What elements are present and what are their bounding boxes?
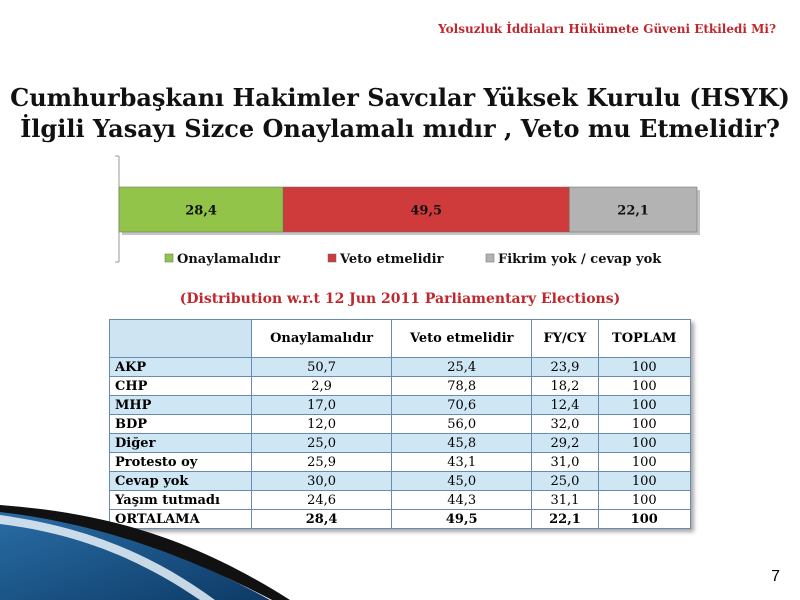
value-cell: 100: [597, 490, 691, 510]
main-title-line1: Cumhurbaşkanı Hakimler Savcılar Yüksek K…: [10, 83, 790, 112]
party-name-cell: Yaşım tutmadı: [108, 490, 253, 510]
bar-segment-1: [118, 186, 284, 233]
value-cell: 50,7: [251, 357, 393, 377]
value-cell: 100: [597, 376, 691, 396]
slide-header-title: Yolsuzluk İddiaları Hükümete Güveni Etki…: [438, 22, 776, 36]
header-cell-fycy: FY/CY: [531, 319, 599, 358]
table-row: Yaşım tutmadı 24,6 44,3 31,1 100: [108, 490, 691, 510]
value-cell: 43,1: [391, 452, 533, 472]
value-cell: 12,0: [251, 414, 393, 434]
bar-segment-3: [569, 186, 698, 233]
legend-label: Fikrim yok / cevap yok: [498, 252, 662, 267]
value-cell: 100: [597, 395, 691, 415]
legend-label: Veto etmelidir: [339, 252, 444, 267]
table-row: Diğer 25,0 45,8 29,2 100: [108, 433, 691, 453]
value-cell: 30,0: [251, 471, 393, 491]
table-subtitle: (Distribution w.r.t 12 Jun 2011 Parliame…: [179, 291, 621, 307]
header-cell-veto: Veto etmelidir: [391, 319, 533, 358]
page-number: 7: [771, 568, 780, 585]
value-cell: 22,1: [531, 509, 599, 529]
value-cell: 100: [597, 357, 691, 377]
main-title-line2: İlgili Yasayı Sizce Onaylamalı mıdır , V…: [20, 114, 780, 143]
stacked-bar-chart: 28,4 49,5 22,1 Onaylamalıdır Veto etmelidir F…: [115, 155, 700, 267]
header-cell-corner: [108, 319, 253, 358]
value-cell: 100: [597, 433, 691, 453]
legend-swatch: [164, 253, 174, 263]
bar-segment-2: [282, 186, 570, 233]
party-name-cell: Protesto oy: [108, 452, 253, 472]
party-name-cell: AKP: [108, 357, 253, 377]
table-row: BDP 12,0 56,0 32,0 100: [108, 414, 691, 434]
table-row: ORTALAMA 28,4 49,5 22,1 100: [108, 509, 691, 529]
table-row: Protesto oy 25,9 43,1 31,0 100: [108, 452, 691, 472]
value-cell: 23,9: [531, 357, 599, 377]
value-cell: 28,4: [251, 509, 393, 529]
bar-data-label: 49,5: [410, 204, 442, 219]
value-cell: 44,3: [391, 490, 533, 510]
main-title: Cumhurbaşkanı Hakimler Savcılar Yüksek K…: [0, 82, 800, 144]
value-cell: 56,0: [391, 414, 533, 434]
bar-data-label: 28,4: [185, 204, 217, 219]
value-cell: 100: [597, 452, 691, 472]
party-name-cell: Cevap yok: [108, 471, 253, 491]
value-cell: 70,6: [391, 395, 533, 415]
value-cell: 45,8: [391, 433, 533, 453]
table-header-row: Onaylamalıdır Veto etmelidir FY/CY TOPLA…: [108, 319, 691, 358]
value-cell: 25,4: [391, 357, 533, 377]
value-cell: 100: [597, 509, 691, 529]
value-cell: 25,0: [531, 471, 599, 491]
party-name-cell: ORTALAMA: [108, 509, 253, 529]
value-cell: 49,5: [391, 509, 533, 529]
table-row: AKP 50,7 25,4 23,9 100: [108, 357, 691, 377]
value-cell: 2,9: [251, 376, 393, 396]
distribution-table: Onaylamalıdır Veto etmelidir FY/CY TOPLA…: [108, 319, 691, 529]
value-cell: 78,8: [391, 376, 533, 396]
value-cell: 24,6: [251, 490, 393, 510]
legend-label: Onaylamalıdır: [177, 252, 280, 267]
bar-data-label: 22,1: [617, 204, 649, 219]
value-cell: 32,0: [531, 414, 599, 434]
legend-swatch: [327, 253, 337, 263]
table-row: CHP 2,9 78,8 18,2 100: [108, 376, 691, 396]
legend-swatch: [485, 253, 495, 263]
party-name-cell: Diğer: [108, 433, 253, 453]
value-cell: 17,0: [251, 395, 393, 415]
